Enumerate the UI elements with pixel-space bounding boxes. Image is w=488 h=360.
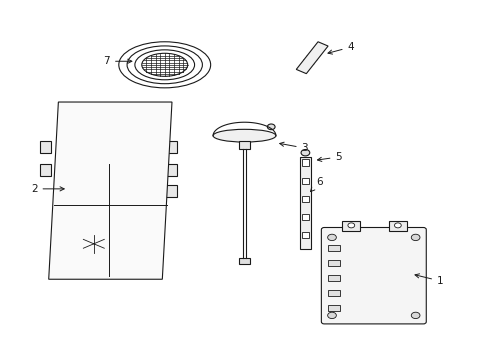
Bar	[388, 221, 406, 231]
Bar	[238, 258, 250, 264]
Circle shape	[394, 223, 401, 228]
Polygon shape	[296, 42, 327, 74]
Bar	[40, 141, 51, 153]
Bar	[164, 164, 177, 176]
Text: 5: 5	[317, 152, 342, 162]
FancyBboxPatch shape	[81, 108, 107, 125]
Bar	[300, 157, 310, 249]
Bar	[327, 306, 340, 311]
Bar	[327, 291, 340, 296]
Circle shape	[301, 149, 309, 156]
Text: 3: 3	[279, 142, 307, 153]
Circle shape	[410, 312, 419, 319]
Bar	[301, 159, 308, 166]
FancyBboxPatch shape	[121, 108, 147, 125]
Text: 4: 4	[327, 42, 353, 54]
Bar	[327, 245, 340, 251]
Polygon shape	[49, 102, 172, 279]
Bar	[327, 275, 340, 281]
Bar	[164, 185, 177, 197]
Bar	[238, 141, 250, 149]
Bar	[94, 262, 112, 272]
Bar	[301, 177, 308, 184]
Bar	[121, 262, 139, 272]
Circle shape	[410, 234, 419, 240]
Bar	[301, 232, 308, 238]
Bar	[85, 155, 96, 187]
Bar	[64, 262, 82, 272]
Circle shape	[327, 234, 336, 240]
Text: 6: 6	[310, 177, 322, 192]
Bar	[112, 155, 123, 187]
Bar	[164, 141, 177, 153]
Bar	[327, 260, 340, 266]
Circle shape	[267, 124, 275, 130]
Text: 2: 2	[31, 184, 64, 194]
Bar	[135, 155, 146, 187]
Text: 1: 1	[414, 274, 443, 286]
Bar	[301, 214, 308, 220]
Circle shape	[347, 223, 354, 228]
FancyBboxPatch shape	[321, 228, 426, 324]
Bar	[301, 196, 308, 202]
Circle shape	[327, 312, 336, 319]
Bar	[40, 164, 51, 176]
Ellipse shape	[213, 129, 275, 142]
Text: 7: 7	[103, 56, 132, 66]
Bar	[342, 221, 360, 231]
